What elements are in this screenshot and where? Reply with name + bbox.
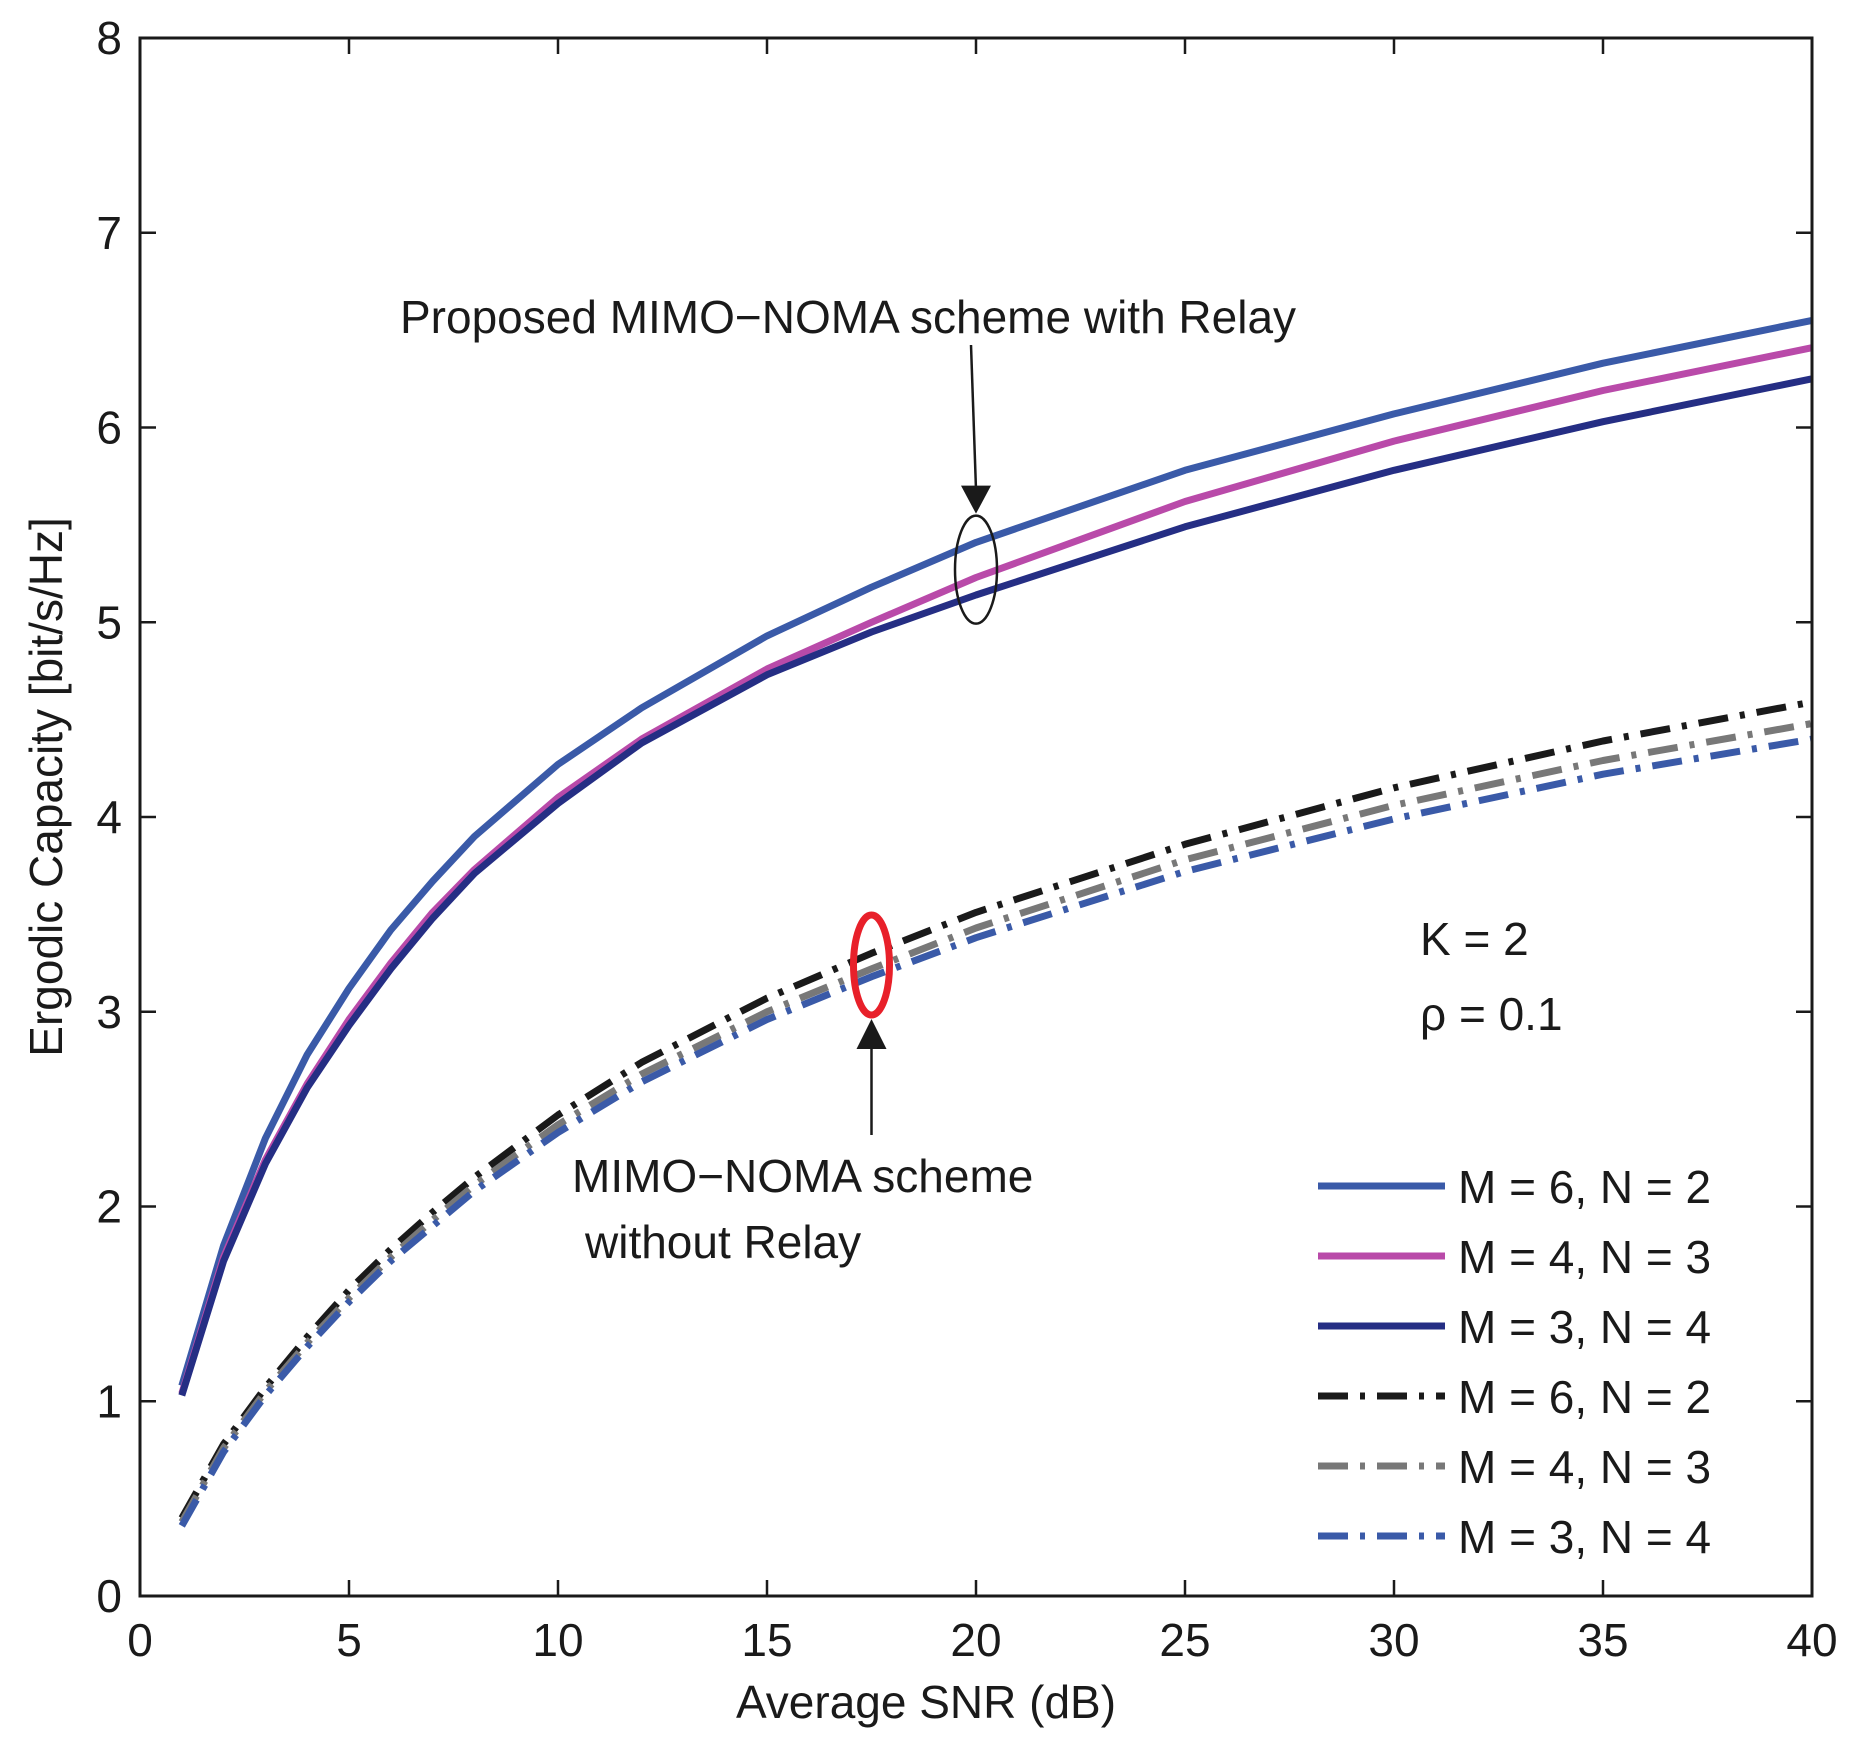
legend-label-3: M = 3, N = 4 [1458, 1301, 1711, 1353]
y-tick-label: 4 [96, 791, 122, 843]
x-tick-label: 0 [127, 1614, 153, 1666]
series-line-6 [178, 735, 1813, 1528]
x-tick-label: 15 [741, 1614, 792, 1666]
with-relay-annotation: Proposed MIMO−NOMA scheme with Relay [400, 291, 1296, 343]
with-relay-ellipse [953, 514, 999, 625]
x-tick-label: 5 [336, 1614, 362, 1666]
legend-label-5: M = 4, N = 3 [1458, 1441, 1711, 1493]
with-relay-arrow-head [961, 485, 991, 514]
plot-background [140, 38, 1812, 1596]
legend-label-6: M = 3, N = 4 [1458, 1511, 1711, 1563]
y-tick-label: 5 [96, 596, 122, 648]
without-relay-annotation-line1: MIMO−NOMA scheme [572, 1150, 1033, 1202]
y-tick-label: 7 [96, 207, 122, 259]
series-line-1 [178, 316, 1813, 1387]
y-tick-label: 1 [96, 1375, 122, 1427]
axes: 0 5 10 15 20 25 30 35 40 0 1 2 3 4 5 6 7 8 Average SNR (dB… [20, 12, 1838, 1728]
y-axis-label: Ergodic Capacity [bit/s/Hz] [20, 517, 72, 1056]
param-rho: ρ = 0.1 [1420, 988, 1563, 1040]
legend-label-1: M = 6, N = 2 [1458, 1161, 1711, 1213]
legend: M = 6, N = 2 M = 4, N = 3 M = 3, N = 4 M = … [1318, 1161, 1711, 1563]
without-relay-annotation-line2: without Relay [584, 1216, 861, 1268]
series-line-3 [178, 375, 1813, 1397]
y-tick-label: 0 [96, 1570, 122, 1622]
x-tick-label: 20 [950, 1614, 1001, 1666]
param-k: K = 2 [1420, 913, 1529, 965]
x-tick-label: 30 [1368, 1614, 1419, 1666]
x-axis-label: Average SNR (dB) [736, 1676, 1116, 1728]
x-tick-label: 40 [1786, 1614, 1837, 1666]
without-relay-arrow-head [856, 1019, 887, 1050]
annotations: Proposed MIMO−NOMA scheme with Relay MIMO… [400, 291, 1563, 1268]
y-tick-label: 2 [96, 1181, 122, 1233]
x-tick-label: 10 [532, 1614, 583, 1666]
x-tick-label: 35 [1577, 1614, 1628, 1666]
without-relay-ellipse [850, 911, 893, 1019]
legend-label-2: M = 4, N = 3 [1458, 1231, 1711, 1283]
with-relay-arrow-shaft [969, 344, 978, 490]
legend-label-4: M = 6, N = 2 [1458, 1371, 1711, 1423]
y-tick-label: 6 [96, 402, 122, 454]
plot-area [140, 38, 1812, 1596]
y-tick-label: 3 [96, 986, 122, 1038]
y-tick-label: 8 [96, 12, 122, 64]
x-tick-label: 25 [1159, 1614, 1210, 1666]
series-layer [178, 316, 1813, 1528]
